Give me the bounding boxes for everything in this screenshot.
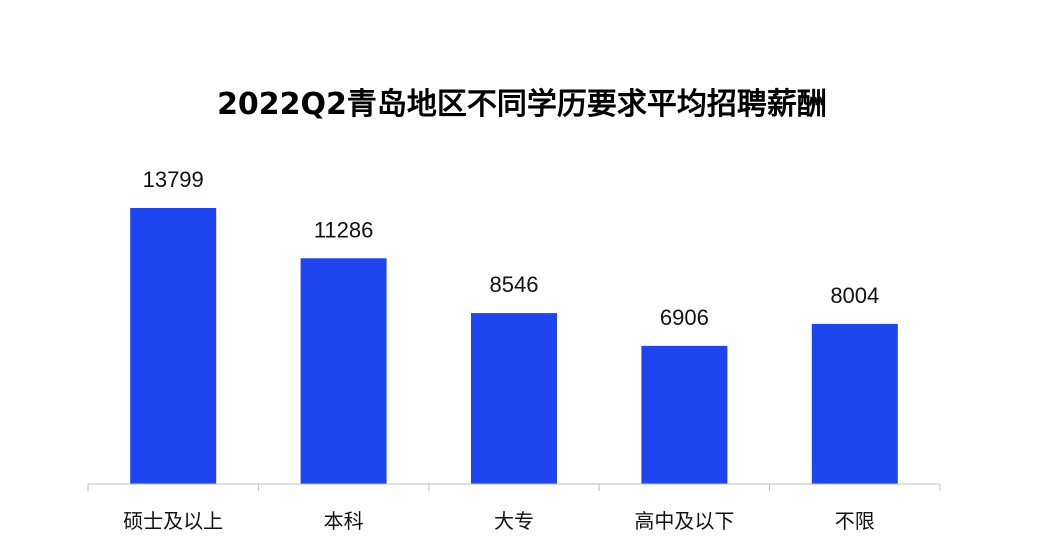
data-label: 13799 <box>143 167 204 192</box>
category-label: 硕士及以上 <box>123 509 223 533</box>
category-labels: 硕士及以上 本科 大专 高中及以下 不限 <box>123 509 875 533</box>
category-label: 高中及以下 <box>634 509 734 533</box>
bar <box>300 258 387 484</box>
data-label: 8546 <box>490 272 539 297</box>
data-labels: 13799 11286 8546 6906 8004 <box>143 167 880 330</box>
category-label: 本科 <box>324 509 364 533</box>
bar <box>471 313 557 484</box>
chart-title: 2022Q2青岛地区不同学历要求平均招聘薪酬 <box>217 87 827 122</box>
data-label: 6906 <box>660 305 709 330</box>
category-label: 大专 <box>494 509 534 533</box>
x-axis-ticks <box>87 484 941 491</box>
data-label: 11286 <box>314 217 374 242</box>
category-label: 不限 <box>835 509 875 533</box>
bars <box>130 208 898 484</box>
bar <box>641 345 728 484</box>
data-label: 8004 <box>830 283 879 308</box>
bar <box>130 208 217 484</box>
bar <box>811 323 898 484</box>
